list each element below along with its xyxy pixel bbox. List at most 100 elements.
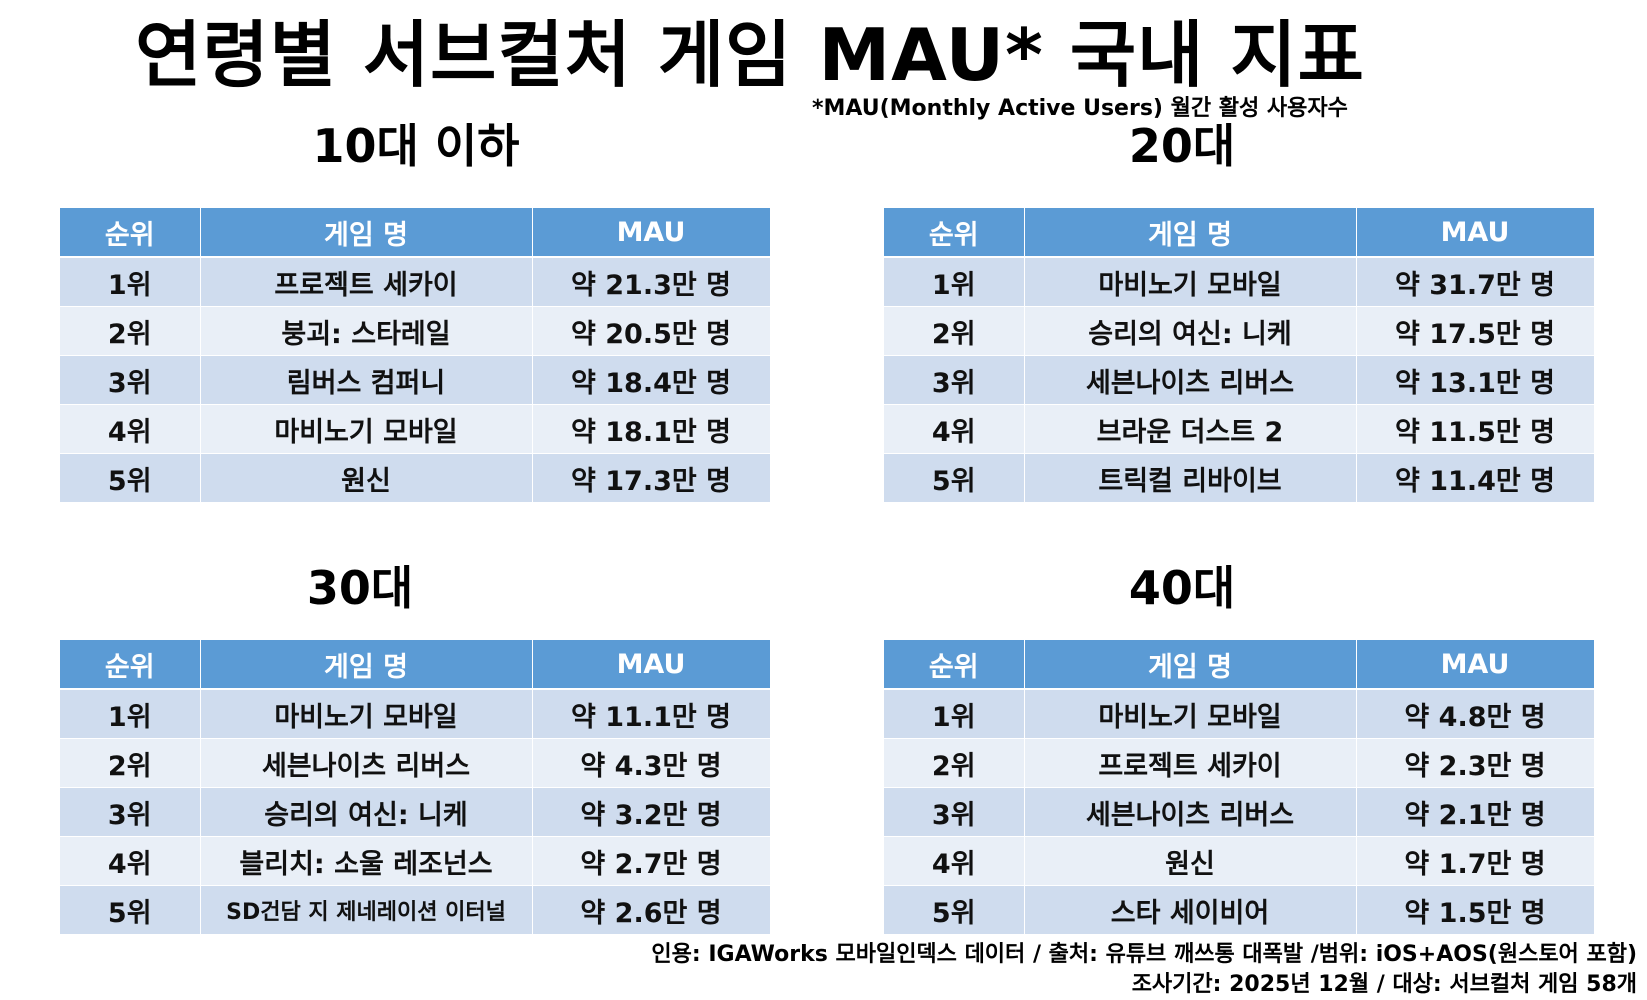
game-cell: 스타 세이비어 <box>1024 885 1357 935</box>
mau-cell: 약 2.3만 명 <box>1356 738 1595 788</box>
mau-cell: 약 4.8만 명 <box>1356 689 1595 739</box>
game-cell: 프로젝트 세카이 <box>200 257 533 307</box>
table-row: 1위 마비노기 모바일 약 4.8만 명 <box>884 689 1595 739</box>
mau-cell: 약 20.5만 명 <box>532 306 771 356</box>
game-cell: 붕괴: 스타레일 <box>200 306 533 356</box>
rank-cell: 2위 <box>884 306 1025 356</box>
mau-cell: 약 2.7만 명 <box>532 836 771 886</box>
col-header-mau: MAU <box>532 640 771 690</box>
col-header-game: 게임 명 <box>200 640 533 690</box>
col-header-rank: 순위 <box>60 640 201 690</box>
rank-cell: 3위 <box>60 355 201 405</box>
table-row: 3위 세븐나이츠 리버스 약 2.1만 명 <box>884 787 1595 837</box>
table-row: 4위 원신 약 1.7만 명 <box>884 836 1595 886</box>
col-header-game: 게임 명 <box>200 208 533 258</box>
table-teens: 순위 게임 명 MAU 1위 프로젝트 세카이 약 21.3만 명 2위 붕괴: 스타… <box>60 208 771 503</box>
table-row: 5위 SD건담 지 제네레이션 이터널 약 2.6만 명 <box>60 885 771 935</box>
game-cell: 승리의 여신: 니케 <box>200 787 533 837</box>
table-header-row: 순위 게임 명 MAU <box>60 208 771 258</box>
mau-cell: 약 3.2만 명 <box>532 787 771 837</box>
game-cell: SD건담 지 제네레이션 이터널 <box>200 885 533 935</box>
rank-cell: 1위 <box>884 689 1025 739</box>
page-title: 연령별 서브컬처 게임 MAU* 국내 지표 <box>135 13 1365 97</box>
mau-cell: 약 11.5만 명 <box>1356 404 1595 454</box>
mau-cell: 약 2.1만 명 <box>1356 787 1595 837</box>
mau-cell: 약 2.6만 명 <box>532 885 771 935</box>
game-cell: 림버스 컴퍼니 <box>200 355 533 405</box>
table-row: 5위 트릭컬 리바이브 약 11.4만 명 <box>884 453 1595 503</box>
footer-source: 인용: IGAWorks 모바일인덱스 데이터 / 출처: 유튜브 깨쓰통 대폭… <box>651 942 1637 967</box>
table-row: 5위 스타 세이비어 약 1.5만 명 <box>884 885 1595 935</box>
mau-cell: 약 1.7만 명 <box>1356 836 1595 886</box>
section-title-30s: 30대 <box>306 561 414 615</box>
mau-cell: 약 17.5만 명 <box>1356 306 1595 356</box>
col-header-game: 게임 명 <box>1024 208 1357 258</box>
mau-cell: 약 31.7만 명 <box>1356 257 1595 307</box>
game-cell: 블리치: 소울 레조넌스 <box>200 836 533 886</box>
game-cell: 마비노기 모바일 <box>200 404 533 454</box>
col-header-rank: 순위 <box>884 208 1025 258</box>
col-header-mau: MAU <box>1356 640 1595 690</box>
rank-cell: 3위 <box>60 787 201 837</box>
col-header-mau: MAU <box>1356 208 1595 258</box>
rank-cell: 5위 <box>60 453 201 503</box>
rank-cell: 5위 <box>60 885 201 935</box>
table-20s: 순위 게임 명 MAU 1위 마비노기 모바일 약 31.7만 명 2위 승리의 여신… <box>884 208 1595 503</box>
table-header-row: 순위 게임 명 MAU <box>884 208 1595 258</box>
game-cell: 마비노기 모바일 <box>1024 257 1357 307</box>
table-row: 1위 프로젝트 세카이 약 21.3만 명 <box>60 257 771 307</box>
game-cell: 마비노기 모바일 <box>1024 689 1357 739</box>
rank-cell: 3위 <box>884 355 1025 405</box>
section-title-40s: 40대 <box>1128 561 1236 615</box>
mau-footnote: *MAU(Monthly Active Users) 월간 활성 사용자수 <box>812 96 1348 121</box>
col-header-mau: MAU <box>532 208 771 258</box>
rank-cell: 4위 <box>60 836 201 886</box>
mau-cell: 약 1.5만 명 <box>1356 885 1595 935</box>
game-cell: 마비노기 모바일 <box>200 689 533 739</box>
rank-cell: 1위 <box>884 257 1025 307</box>
mau-cell: 약 17.3만 명 <box>532 453 771 503</box>
table-row: 3위 림버스 컴퍼니 약 18.4만 명 <box>60 355 771 405</box>
mau-cell: 약 13.1만 명 <box>1356 355 1595 405</box>
table-row: 2위 세븐나이츠 리버스 약 4.3만 명 <box>60 738 771 788</box>
mau-cell: 약 18.1만 명 <box>532 404 771 454</box>
section-title-20s: 20대 <box>1128 119 1236 173</box>
col-header-game: 게임 명 <box>1024 640 1357 690</box>
game-cell: 승리의 여신: 니케 <box>1024 306 1357 356</box>
mau-cell: 약 11.4만 명 <box>1356 453 1595 503</box>
game-cell: 트릭컬 리바이브 <box>1024 453 1357 503</box>
table-header-row: 순위 게임 명 MAU <box>60 640 771 690</box>
table-row: 4위 블리치: 소울 레조넌스 약 2.7만 명 <box>60 836 771 886</box>
rank-cell: 1위 <box>60 689 201 739</box>
game-cell: 세븐나이츠 리버스 <box>200 738 533 788</box>
rank-cell: 5위 <box>884 885 1025 935</box>
rank-cell: 1위 <box>60 257 201 307</box>
section-title-teens: 10대 이하 <box>312 119 520 173</box>
table-row: 4위 마비노기 모바일 약 18.1만 명 <box>60 404 771 454</box>
game-cell: 세븐나이츠 리버스 <box>1024 787 1357 837</box>
rank-cell: 3위 <box>884 787 1025 837</box>
rank-cell: 4위 <box>60 404 201 454</box>
table-row: 2위 붕괴: 스타레일 약 20.5만 명 <box>60 306 771 356</box>
rank-cell: 2위 <box>60 306 201 356</box>
col-header-rank: 순위 <box>60 208 201 258</box>
game-cell: 브라운 더스트 2 <box>1024 404 1357 454</box>
rank-cell: 4위 <box>884 836 1025 886</box>
col-header-rank: 순위 <box>884 640 1025 690</box>
mau-cell: 약 18.4만 명 <box>532 355 771 405</box>
table-30s: 순위 게임 명 MAU 1위 마비노기 모바일 약 11.1만 명 2위 세븐나이츠 … <box>60 640 771 935</box>
game-cell: 프로젝트 세카이 <box>1024 738 1357 788</box>
rank-cell: 5위 <box>884 453 1025 503</box>
table-row: 2위 프로젝트 세카이 약 2.3만 명 <box>884 738 1595 788</box>
mau-cell: 약 21.3만 명 <box>532 257 771 307</box>
rank-cell: 2위 <box>884 738 1025 788</box>
rank-cell: 4위 <box>884 404 1025 454</box>
table-row: 1위 마비노기 모바일 약 31.7만 명 <box>884 257 1595 307</box>
table-row: 1위 마비노기 모바일 약 11.1만 명 <box>60 689 771 739</box>
table-row: 5위 원신 약 17.3만 명 <box>60 453 771 503</box>
table-header-row: 순위 게임 명 MAU <box>884 640 1595 690</box>
game-cell: 세븐나이츠 리버스 <box>1024 355 1357 405</box>
game-cell: 원신 <box>200 453 533 503</box>
footer-period: 조사기간: 2025년 12월 / 대상: 서브컬처 게임 58개 <box>1131 972 1637 997</box>
